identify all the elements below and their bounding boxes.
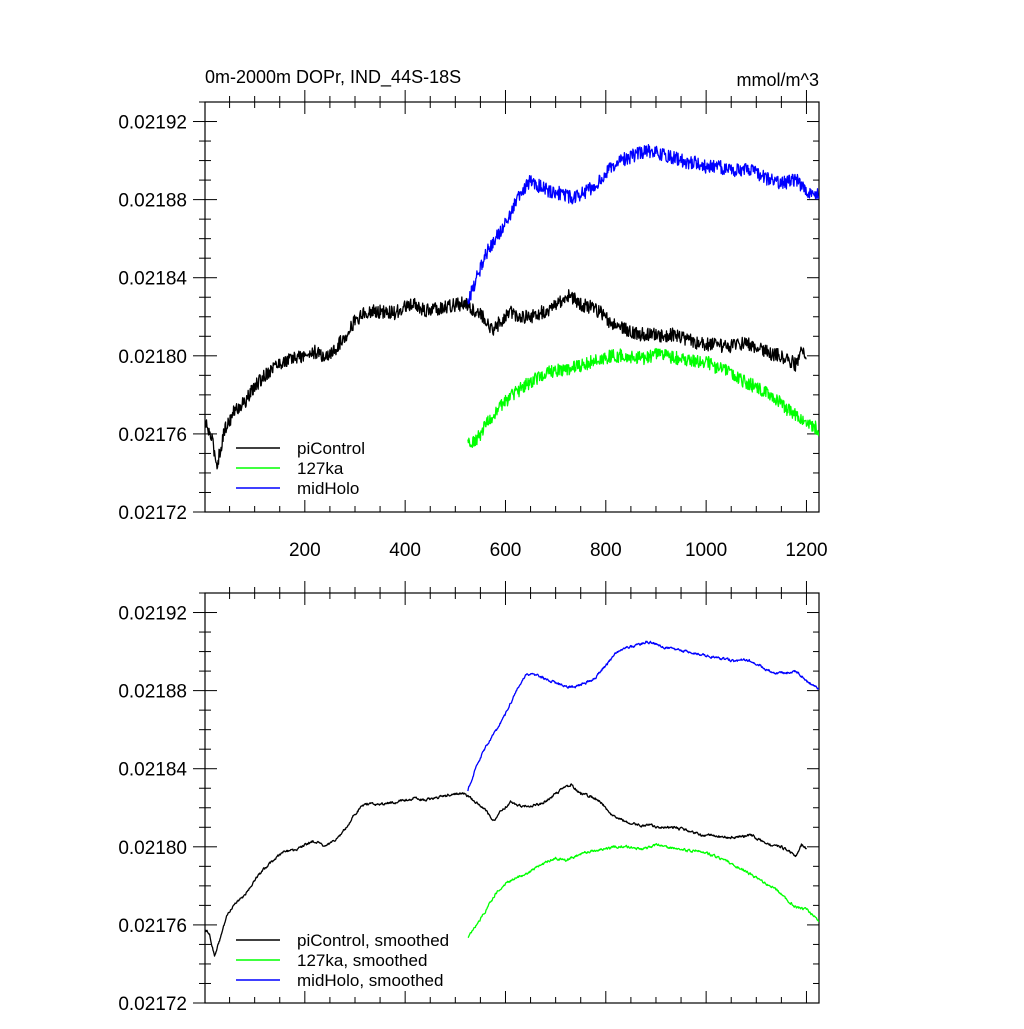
units-label: mmol/m^3	[737, 70, 819, 90]
x-tick-label: 800	[590, 540, 622, 561]
x-tick-label: 1200	[785, 540, 827, 561]
chart-title: 0m-2000m DOPr, IND_44S-18S	[205, 67, 461, 88]
y-tick-label: 0.02180	[118, 347, 187, 368]
series-line-2	[467, 640, 819, 792]
x-tick-label: 200	[289, 540, 321, 561]
series-line-1	[467, 347, 819, 448]
y-tick-label: 0.02188	[118, 682, 187, 703]
legend-label-2: midHolo	[297, 479, 359, 498]
legend-label-0: piControl	[297, 439, 365, 458]
x-tick-label: 1000	[685, 540, 727, 561]
y-tick-label: 0.02176	[118, 425, 187, 446]
y-tick-label: 0.02184	[118, 760, 187, 781]
y-tick-label: 0.02188	[118, 191, 187, 212]
plot-frame	[204, 592, 820, 1004]
y-tick-label: 0.02192	[118, 604, 187, 625]
plot-frame	[204, 101, 820, 513]
y-tick-label: 0.02180	[118, 838, 187, 859]
chart-panel-top: 0m-2000m DOPr, IND_44S-18S mmol/m^3 0.0217…	[118, 67, 827, 561]
x-tick-label: 600	[490, 540, 522, 561]
series-line-0	[205, 289, 807, 470]
series-line-2	[467, 143, 819, 305]
y-tick-label: 0.02172	[118, 503, 187, 524]
legend-label-2: midHolo, smoothed	[297, 971, 443, 990]
y-tick-label: 0.02172	[118, 994, 187, 1015]
y-tick-label: 0.02184	[118, 269, 187, 290]
legend-label-0: piControl, smoothed	[297, 931, 449, 950]
y-tick-label: 0.02192	[118, 113, 187, 134]
y-tick-label: 0.02176	[118, 916, 187, 937]
series-line-0	[205, 783, 807, 957]
series-line-1	[467, 843, 819, 939]
legend-label-1: 127ka, smoothed	[297, 951, 427, 970]
legend-label-1: 127ka	[297, 459, 344, 478]
chart-panel-bottom: 0.02172 0.02176 0.02180 0.02184 0.02188 0.021…	[118, 581, 820, 1015]
x-tick-label: 400	[389, 540, 421, 561]
